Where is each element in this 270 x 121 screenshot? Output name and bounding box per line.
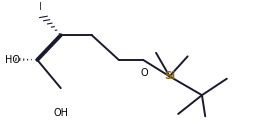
- Text: Si: Si: [164, 71, 176, 81]
- Text: HO: HO: [5, 55, 20, 65]
- Text: O: O: [140, 68, 148, 78]
- Text: OH: OH: [53, 108, 68, 118]
- Text: I: I: [39, 2, 42, 12]
